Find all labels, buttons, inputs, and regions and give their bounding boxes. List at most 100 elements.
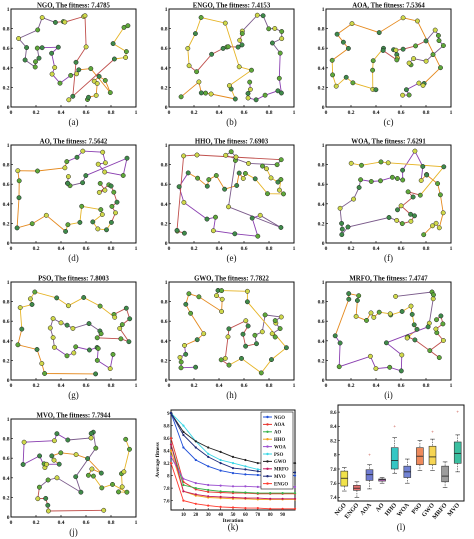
route-path: [334, 293, 380, 336]
city-node: [21, 439, 27, 445]
y-tick-label: 0: [165, 378, 168, 384]
city-node: [348, 160, 354, 166]
route-path: [54, 346, 114, 370]
city-node: [203, 90, 209, 96]
city-node: [79, 203, 85, 209]
route-path: [339, 179, 397, 237]
y-tick-label: 0.2: [161, 221, 168, 227]
y-tick-label: 0: [165, 105, 168, 111]
x-tick-label: 30: [206, 513, 211, 518]
x-tick-label: 0.6: [83, 383, 90, 389]
city-node: [108, 183, 114, 189]
y-tick-label: 0.4: [3, 66, 10, 72]
x-tick-label: 0.2: [191, 246, 198, 252]
series-point-ao: [231, 490, 235, 493]
series-point-engo: [194, 502, 197, 505]
series-point-engo: [244, 507, 247, 510]
city-node: [404, 335, 410, 341]
city-node: [385, 160, 391, 166]
route-panel-h: GWO, The fitness: 7.7822 0 0.2 0.4 0.6 0.8 1 0 0…: [161, 276, 296, 401]
city-node: [88, 431, 94, 436]
route-path: [66, 150, 128, 177]
panel-title: MRFO, The fitness: 7.4747: [349, 276, 428, 283]
series-point-mvo: [293, 471, 297, 474]
city-node: [107, 90, 113, 96]
city-node: [272, 334, 278, 340]
series-point-gwo: [231, 455, 235, 458]
city-node: [204, 183, 210, 189]
city-node: [257, 212, 263, 218]
route-path: [331, 17, 442, 84]
city-node: [29, 221, 35, 227]
series-point-mvo: [219, 462, 222, 465]
city-node: [186, 291, 192, 297]
city-node: [236, 170, 242, 176]
city-node: [123, 305, 129, 311]
city-node: [400, 167, 406, 173]
x-tick-label: 0.2: [33, 383, 40, 389]
city-node: [329, 57, 335, 63]
city-node: [262, 92, 268, 98]
city-node: [99, 212, 105, 217]
city-node: [395, 207, 400, 213]
city-node: [125, 23, 131, 29]
city-node: [51, 438, 57, 444]
y-tick-label: 7.8: [330, 468, 337, 473]
x-tick-label: 1: [450, 246, 453, 252]
city-node: [240, 331, 246, 337]
y-tick-label: 0.8: [161, 27, 168, 33]
series-point-engo: [231, 506, 235, 509]
city-node: [32, 289, 38, 295]
legend-label: NGO: [274, 416, 285, 421]
x-tick-label: 0: [325, 383, 328, 389]
city-node: [436, 38, 442, 44]
x-tick-label: 1: [135, 246, 138, 252]
city-node: [127, 316, 133, 322]
city-node: [98, 331, 104, 337]
route-path: [178, 172, 261, 237]
city-node: [33, 59, 38, 65]
city-node: [96, 189, 102, 195]
x-tick-label: 50: [231, 513, 236, 518]
x-tick-label: 0: [168, 246, 171, 252]
city-node: [181, 199, 187, 205]
route-path: [99, 183, 118, 223]
route-path: [331, 48, 384, 91]
city-node: [370, 58, 376, 64]
city-node: [235, 44, 241, 50]
series-point-ao: [219, 490, 222, 493]
panel-caption: (g): [68, 390, 79, 400]
y-tick-label: 8: [334, 454, 337, 459]
y-tick-label: 0.2: [318, 85, 325, 91]
outlier-mark: +: [431, 431, 434, 436]
x-tick-label: 80: [268, 513, 273, 518]
city-node: [45, 502, 51, 508]
city-node: [440, 338, 446, 343]
city-node: [409, 311, 415, 317]
city-node: [371, 314, 377, 320]
series-point-mvo: [231, 467, 235, 470]
city-node: [389, 174, 395, 180]
y-tick-label: 0.8: [3, 300, 10, 306]
y-tick-label: 1: [165, 143, 168, 149]
series-point-mrfo: [281, 497, 284, 500]
city-node: [436, 355, 442, 361]
city-node: [400, 46, 406, 52]
city-node: [68, 72, 74, 78]
city-node: [260, 163, 265, 169]
city-node: [57, 80, 63, 86]
x-tick-label: 90: [280, 513, 285, 518]
city-node: [220, 45, 226, 51]
y-tick-label: 0.4: [318, 202, 325, 208]
legend-label: AOA: [274, 423, 285, 428]
city-node: [423, 58, 429, 64]
city-node: [340, 39, 346, 45]
city-node: [99, 485, 105, 491]
panel-caption: (e): [227, 253, 237, 263]
x-tick-label: 0.4: [58, 520, 65, 526]
panel-caption: (b): [226, 117, 237, 127]
series-point-ao: [244, 491, 247, 494]
city-node: [45, 477, 51, 483]
city-node: [226, 362, 232, 368]
